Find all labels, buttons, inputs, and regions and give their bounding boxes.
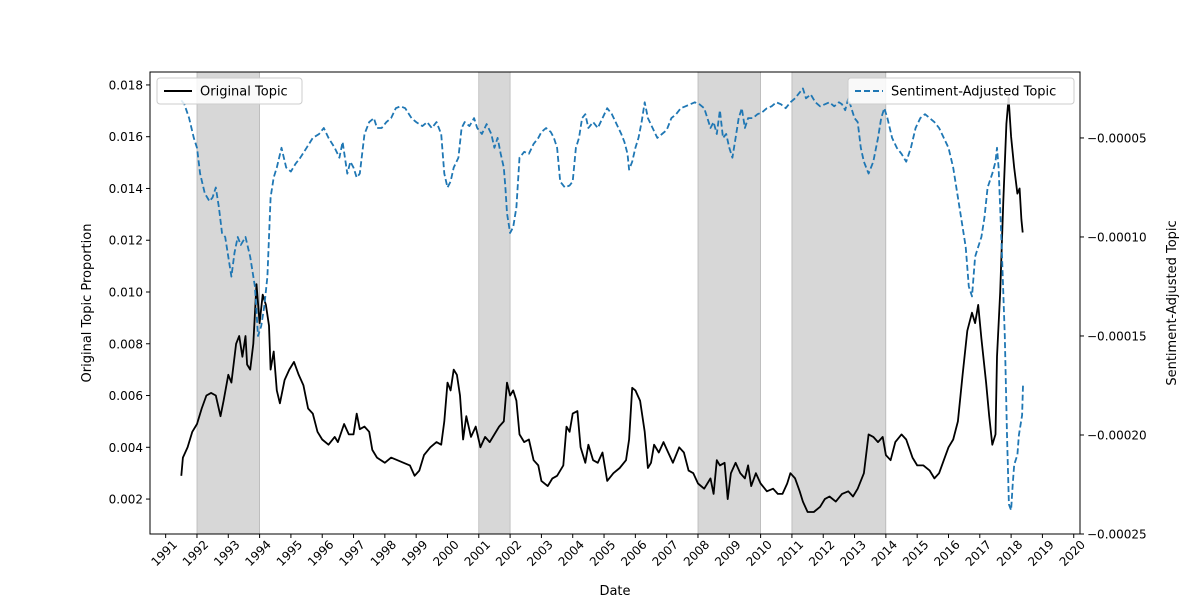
x-tick-label: 2001: [462, 538, 493, 569]
left-axis-ticks: 0.002 0.004 0.006 0.008 0.010 0.012 0.014 0.016…: [109, 78, 150, 507]
right-tick-label: −0.00025: [1087, 528, 1147, 542]
x-tick-label: 2011: [775, 538, 806, 569]
x-tick-label: 2010: [743, 538, 774, 569]
legend-sentiment: Sentiment-Adjusted Topic: [847, 77, 1075, 105]
left-tick-label: 0.004: [109, 441, 143, 455]
x-tick-label: 2013: [837, 538, 868, 569]
left-tick-label: 0.010: [109, 286, 143, 300]
x-axis-ticks: 1991 1992 1993 1994 1995 1996 1997 1998 1999 2000…: [148, 534, 1088, 569]
right-axis-ticks: −0.00025 −0.00020 −0.00015 −0.00010 −0.00005: [1080, 131, 1147, 542]
x-tick-label: 2007: [649, 538, 680, 569]
shaded-period: [697, 71, 761, 535]
left-tick-label: 0.012: [109, 234, 143, 248]
right-tick-label: −0.00015: [1087, 329, 1147, 343]
x-axis-label: Date: [599, 584, 630, 599]
series-line-sentiment-adjusted: [180, 87, 1024, 512]
x-tick-label: 2009: [712, 538, 743, 569]
series-lines: [180, 87, 1024, 513]
series-line-original-topic: [180, 97, 1024, 513]
x-tick-label: 2006: [618, 538, 649, 569]
x-tick-label: 2014: [869, 538, 900, 569]
right-tick-label: −0.00010: [1087, 230, 1147, 244]
x-tick-label: 1995: [274, 538, 305, 569]
shaded-period: [196, 71, 260, 535]
legend-box: [847, 77, 1075, 105]
x-tick-label: 1993: [211, 538, 242, 569]
plot-frame: [149, 71, 1081, 535]
x-tick-label: 2012: [806, 538, 837, 569]
x-tick-label: 2016: [931, 538, 962, 569]
x-tick-label: 2015: [900, 538, 931, 569]
x-tick-label: 2004: [556, 538, 587, 569]
left-tick-label: 0.008: [109, 337, 143, 351]
left-tick-label: 0.016: [109, 130, 143, 144]
left-tick-label: 0.006: [109, 389, 143, 403]
x-tick-label: 1998: [368, 538, 399, 569]
x-tick-label: 2018: [994, 538, 1025, 569]
x-tick-label: 2003: [524, 538, 555, 569]
x-tick-label: 1994: [242, 538, 273, 569]
legend-original: Original Topic: [156, 77, 303, 105]
right-axis-label: Sentiment-Adjusted Topic: [1165, 220, 1180, 385]
legend-label-original: Original Topic: [200, 85, 288, 100]
legend-label-sentiment: Sentiment-Adjusted Topic: [891, 85, 1056, 100]
x-tick-label: 1996: [305, 538, 336, 569]
x-tick-label: 2017: [963, 538, 994, 569]
x-tick-label: 2002: [493, 538, 524, 569]
shaded-periods: [196, 71, 887, 535]
x-tick-label: 2005: [587, 538, 618, 569]
x-tick-label: 1992: [180, 538, 211, 569]
x-tick-label: 1999: [399, 538, 430, 569]
legend-box: [156, 77, 303, 105]
left-tick-label: 0.018: [109, 78, 143, 92]
shaded-period: [791, 71, 887, 535]
left-axis-label: Original Topic Proportion: [80, 224, 95, 383]
shaded-period: [478, 71, 511, 535]
x-tick-label: 2019: [1025, 538, 1056, 569]
x-tick-label: 1991: [148, 538, 179, 569]
x-tick-label: 2008: [681, 538, 712, 569]
left-tick-label: 0.002: [109, 493, 143, 507]
x-tick-label: 2020: [1057, 538, 1088, 569]
x-tick-label: 1997: [336, 538, 367, 569]
right-tick-label: −0.00020: [1087, 428, 1147, 442]
x-tick-label: 2000: [430, 538, 461, 569]
right-tick-label: −0.00005: [1087, 131, 1147, 145]
left-tick-label: 0.014: [109, 182, 143, 196]
